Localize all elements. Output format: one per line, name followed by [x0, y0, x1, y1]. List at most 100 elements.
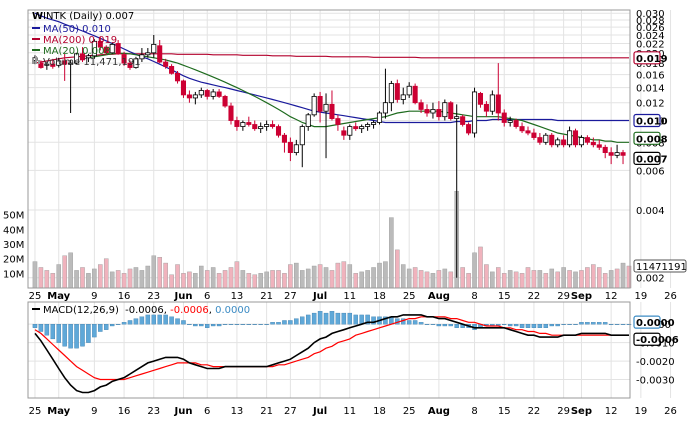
volume-bar [109, 271, 115, 289]
candle-body [121, 54, 127, 64]
price-tick-label: 0.014 [636, 84, 665, 95]
volume-bar [175, 264, 180, 289]
macd-hist-bar [282, 320, 287, 325]
ma50-badge: 0.010 [633, 113, 668, 128]
volume-bar [204, 270, 210, 289]
date-label: Sep [571, 406, 592, 417]
candle-body [204, 90, 210, 97]
volume-bar [157, 257, 162, 289]
candle-body [614, 152, 620, 156]
volume-tick-label: 30M [3, 240, 24, 251]
candle-body [192, 94, 198, 99]
macd-hist-bar [68, 324, 73, 349]
ma20-badge-text: 0.008 [636, 134, 668, 145]
volume-bar [513, 271, 519, 289]
candle-body [115, 43, 121, 55]
ma200-badge-box [633, 51, 661, 65]
candle-body [519, 126, 525, 132]
macd-hist-bar [151, 314, 156, 325]
macd-hist-bar [585, 322, 590, 325]
volume-bar [305, 268, 311, 289]
candle-body [442, 102, 448, 118]
candle-body [305, 114, 311, 127]
legend-hist-value: 0.0000 [215, 305, 250, 316]
candle-body [97, 40, 103, 48]
macd-hist-bar [187, 324, 192, 325]
volume-bar [472, 252, 477, 289]
volume-bar [353, 273, 359, 289]
macd-hist-bar [597, 322, 602, 325]
volume-bar [561, 267, 566, 289]
macd-hist-bar [92, 324, 97, 338]
volume-bar [103, 258, 109, 289]
candle-body [454, 116, 460, 119]
volume-bar [549, 268, 555, 289]
macd-hist-bar [252, 324, 257, 325]
volume-bar [294, 262, 299, 289]
candle-body [448, 102, 454, 119]
candle-body [103, 46, 109, 54]
volume-bar [163, 262, 168, 289]
candle-body [62, 60, 68, 65]
macd-hist-bar [412, 320, 418, 325]
date-label: 13 [231, 291, 244, 302]
volume-bar [145, 265, 151, 289]
date-label: 18 [373, 291, 386, 302]
date-label: Jun [173, 406, 192, 417]
candle-body [561, 139, 567, 146]
candle-body [382, 102, 388, 114]
candle-body [365, 124, 371, 127]
candle-body [133, 58, 139, 68]
date-label: 16 [118, 291, 131, 302]
candle-body [620, 152, 626, 156]
volume-bar [38, 267, 44, 289]
price-tick-label: 0.022 [636, 39, 665, 50]
volume-bar [32, 261, 38, 289]
macd-hist-bar [602, 322, 608, 325]
price-frame [27, 9, 631, 289]
macd-hist-bar [579, 322, 584, 325]
macd-hist-bar [157, 314, 162, 325]
date-label: 16 [118, 406, 131, 417]
macd-hist-bar [371, 316, 376, 325]
price-tick-label: 0.018 [636, 59, 665, 70]
candle-body [537, 137, 543, 143]
macd-hist-bar [567, 324, 572, 325]
volume-bar [490, 271, 495, 289]
date-label: 22 [528, 291, 541, 302]
macd-hist-bar [555, 324, 560, 327]
volume-bar [323, 267, 329, 289]
macd-hist-bar [98, 324, 103, 332]
macd-hist-bar [300, 316, 305, 325]
macd-hist-bar [353, 314, 358, 325]
volume-bar [317, 264, 323, 289]
hist-badge: 0.0000 [633, 315, 675, 329]
macd-hist-bar [537, 324, 543, 328]
volume-tick-label: 20M [3, 255, 24, 266]
macd-line [34, 314, 629, 394]
macd-hist-bar [406, 320, 412, 325]
macd-badge-box [633, 332, 661, 346]
macd-hist-bar [608, 324, 614, 325]
volume-bar [424, 271, 430, 289]
date-label: 19 [634, 291, 647, 302]
macd-hist-bar [305, 314, 311, 325]
legend-volume: Volume 11,471,191 [43, 57, 141, 68]
date-label: 21 [260, 406, 273, 417]
macd-hist-bar [32, 324, 38, 328]
date-label: 27 [284, 406, 297, 417]
volume-bar [430, 273, 436, 289]
volume-bar [537, 270, 543, 289]
macd-hist-bar [115, 324, 121, 325]
volume-bar [466, 273, 471, 289]
volume-bar [282, 273, 287, 289]
macd-hist-bar [525, 324, 531, 328]
candle-body [525, 130, 531, 134]
candle-body [495, 94, 501, 114]
volume-bar [335, 262, 341, 289]
volume-bar [389, 217, 394, 289]
macd-hist-bar [276, 322, 281, 325]
ma20-line [88, 52, 629, 143]
candle-body [198, 90, 204, 96]
volume-bar [98, 264, 103, 289]
